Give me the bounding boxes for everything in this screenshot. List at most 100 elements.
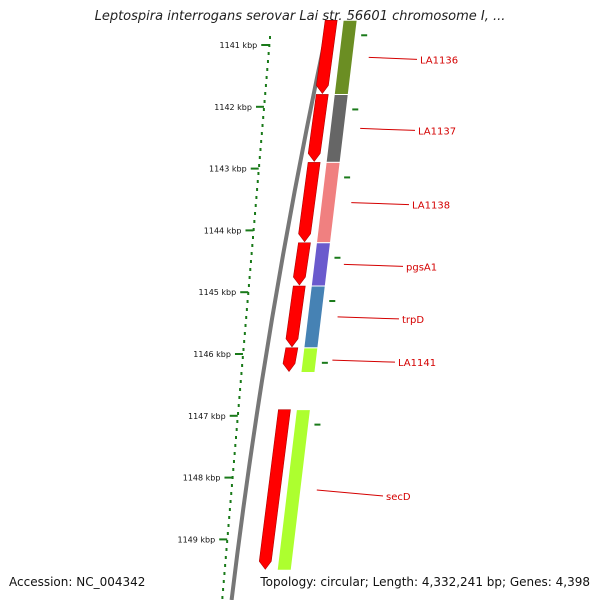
scale-dot (224, 564, 227, 567)
gene-band (325, 93, 349, 163)
scale-dot (260, 132, 263, 135)
scale-tick-label: 1142 kbp (214, 103, 252, 112)
scale-tick (240, 291, 249, 294)
scale-tick (245, 229, 254, 232)
scale-dot (267, 52, 270, 55)
gene-label: pgsA1 (406, 262, 437, 273)
gene-label: LA1136 (420, 55, 458, 66)
scale-dot (265, 76, 268, 79)
scale-tick (234, 353, 243, 355)
gene-band (315, 161, 341, 244)
gene-band (276, 409, 312, 571)
gene-label: LA1137 (418, 126, 456, 137)
scale-dot (256, 180, 259, 183)
scale-dot (257, 172, 260, 175)
scale-dot (245, 316, 248, 319)
scale-dot (252, 228, 255, 231)
scale-dot (222, 580, 225, 583)
scale-dot (232, 460, 235, 463)
scale-dot (241, 356, 244, 359)
scale-dot (250, 252, 253, 255)
scale-tick (224, 476, 233, 479)
scale-dot (226, 532, 229, 535)
gene-leader-line (343, 263, 404, 267)
scale-dot (238, 396, 241, 399)
scale-dot (242, 348, 245, 351)
scale-dot (259, 148, 262, 151)
scale-dot (269, 36, 271, 39)
scale-dot (233, 452, 236, 455)
scale-dot (230, 492, 233, 495)
scale-tick (255, 105, 264, 108)
outer-tick (329, 300, 336, 303)
scale-dot (224, 556, 227, 559)
outer-tick (361, 34, 368, 37)
scale-dot (253, 220, 256, 223)
scale-dot (266, 68, 269, 71)
scale-dot (231, 476, 234, 479)
gene-label: LA1141 (398, 358, 436, 369)
scale-dot (251, 244, 254, 247)
cds-arrow (285, 285, 306, 348)
cds-arrow (307, 94, 329, 162)
outer-tick (314, 423, 321, 426)
gene-leader-line (368, 56, 418, 60)
scale-dot (228, 516, 231, 519)
gene-leader-line (360, 127, 416, 131)
scale-dot (266, 60, 269, 63)
scale-dot (256, 188, 259, 191)
outer-tick (344, 176, 351, 179)
cds-arrow (316, 19, 338, 94)
scale-tick-label: 1148 kbp (183, 474, 221, 483)
scale-dot (235, 428, 238, 431)
gene-band (310, 242, 332, 287)
scale-tick (261, 44, 270, 46)
scale-dot (223, 572, 226, 575)
scale-dot (254, 204, 257, 207)
scale-dot (264, 84, 267, 87)
scale-dot (241, 364, 244, 367)
scale-dot (264, 92, 267, 95)
scale-tick-label: 1141 kbp (220, 41, 258, 50)
scale-dot (225, 548, 228, 551)
gene-label: LA1138 (412, 201, 450, 212)
scale-dot (230, 484, 233, 487)
map-title: Leptospira interrogans serovar Lai str. … (94, 9, 506, 24)
outer-tick (321, 361, 328, 364)
scale-dot (226, 540, 229, 543)
gene-leader-line (337, 316, 400, 320)
accession-text: Accession: NC_004342 (9, 575, 146, 589)
scale-dot (235, 436, 237, 439)
cds-arrow (298, 162, 321, 243)
scale-dot (246, 300, 249, 303)
scale-dot (260, 140, 263, 143)
scale-dot (255, 196, 258, 199)
scale-dot (237, 412, 240, 415)
scale-dot (239, 388, 242, 391)
scale-dot (236, 420, 239, 423)
scale-dot (221, 596, 224, 599)
scale-dot (262, 108, 265, 111)
scale-tick-label: 1147 kbp (188, 412, 226, 421)
scale-tick-label: 1143 kbp (209, 165, 247, 174)
outer-tick (334, 256, 341, 259)
scale-dot (243, 332, 246, 335)
scale-dot (229, 500, 232, 503)
gene-band (333, 19, 358, 95)
scale-tick-label: 1145 kbp (199, 288, 237, 297)
scale-dot (245, 308, 248, 311)
scale-dot (247, 284, 250, 287)
backbone-arc (229, 29, 329, 600)
scale-dot (263, 100, 266, 103)
scale-dot (247, 292, 250, 295)
scale-dot (239, 380, 242, 383)
scale-dot (249, 268, 252, 271)
scale-dot (227, 524, 230, 527)
scale-dot (258, 156, 261, 159)
scale-dot (222, 588, 225, 591)
gene-leader-line (351, 202, 410, 206)
scale-tick (229, 414, 238, 417)
scale-dot (252, 236, 254, 239)
scale-tick (250, 167, 259, 170)
